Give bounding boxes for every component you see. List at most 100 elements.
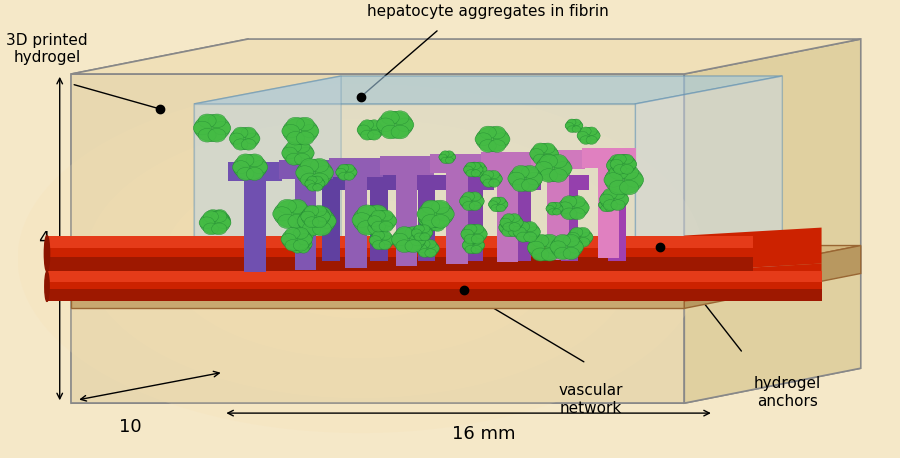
Ellipse shape: [285, 228, 300, 239]
Ellipse shape: [213, 210, 227, 220]
Ellipse shape: [368, 130, 381, 140]
Ellipse shape: [300, 227, 310, 235]
Ellipse shape: [301, 158, 319, 172]
Ellipse shape: [336, 168, 346, 176]
Ellipse shape: [377, 112, 413, 138]
Polygon shape: [295, 179, 317, 270]
Ellipse shape: [432, 214, 449, 228]
Ellipse shape: [463, 237, 484, 253]
Ellipse shape: [216, 217, 231, 229]
Ellipse shape: [607, 155, 635, 176]
Polygon shape: [370, 190, 388, 262]
Ellipse shape: [483, 179, 494, 187]
Ellipse shape: [446, 157, 454, 164]
Polygon shape: [245, 181, 266, 272]
Ellipse shape: [619, 180, 639, 195]
Ellipse shape: [609, 180, 628, 195]
Ellipse shape: [344, 172, 355, 180]
Ellipse shape: [237, 154, 254, 167]
Ellipse shape: [541, 154, 555, 165]
Ellipse shape: [293, 235, 304, 244]
Ellipse shape: [534, 154, 547, 165]
Ellipse shape: [622, 160, 635, 171]
Ellipse shape: [304, 206, 319, 216]
Ellipse shape: [312, 222, 331, 236]
Ellipse shape: [611, 155, 636, 174]
Polygon shape: [598, 174, 636, 190]
Ellipse shape: [489, 140, 506, 153]
Ellipse shape: [502, 228, 514, 237]
Ellipse shape: [281, 234, 296, 245]
Ellipse shape: [590, 131, 600, 140]
Polygon shape: [598, 168, 619, 258]
Ellipse shape: [208, 114, 226, 128]
Ellipse shape: [554, 162, 572, 175]
Ellipse shape: [45, 272, 50, 301]
Ellipse shape: [483, 170, 494, 179]
Ellipse shape: [439, 154, 447, 160]
Ellipse shape: [432, 200, 449, 214]
Ellipse shape: [606, 198, 614, 205]
Ellipse shape: [436, 207, 454, 221]
Ellipse shape: [568, 228, 592, 246]
Ellipse shape: [567, 119, 576, 125]
Ellipse shape: [430, 208, 445, 220]
Ellipse shape: [586, 136, 598, 144]
Ellipse shape: [353, 206, 392, 234]
Ellipse shape: [310, 158, 328, 172]
Polygon shape: [550, 174, 589, 190]
Polygon shape: [71, 39, 860, 74]
Ellipse shape: [300, 235, 310, 244]
Polygon shape: [430, 154, 484, 173]
Ellipse shape: [617, 166, 632, 177]
Ellipse shape: [500, 214, 523, 231]
Ellipse shape: [18, 84, 704, 433]
Ellipse shape: [286, 153, 302, 165]
Ellipse shape: [202, 210, 230, 230]
Ellipse shape: [237, 168, 254, 180]
Ellipse shape: [508, 228, 520, 237]
Ellipse shape: [374, 213, 392, 228]
Ellipse shape: [297, 234, 312, 245]
Polygon shape: [71, 245, 860, 280]
Ellipse shape: [288, 214, 307, 229]
Ellipse shape: [467, 166, 477, 173]
Ellipse shape: [298, 207, 336, 235]
Ellipse shape: [422, 229, 433, 237]
Ellipse shape: [418, 249, 430, 257]
Ellipse shape: [422, 200, 440, 214]
Ellipse shape: [382, 111, 400, 125]
Ellipse shape: [293, 207, 311, 221]
Ellipse shape: [499, 201, 508, 208]
Polygon shape: [71, 74, 684, 403]
Polygon shape: [279, 160, 333, 179]
Ellipse shape: [283, 118, 318, 144]
Ellipse shape: [600, 205, 609, 212]
Ellipse shape: [396, 118, 414, 132]
Ellipse shape: [441, 151, 449, 157]
Ellipse shape: [298, 204, 307, 211]
Ellipse shape: [282, 147, 297, 159]
Ellipse shape: [475, 170, 484, 177]
Ellipse shape: [493, 133, 510, 146]
Ellipse shape: [294, 153, 310, 165]
Ellipse shape: [416, 244, 427, 253]
Ellipse shape: [567, 233, 580, 242]
Text: hydrogel
anchors: hydrogel anchors: [753, 376, 821, 409]
Ellipse shape: [536, 155, 572, 181]
Ellipse shape: [369, 236, 382, 245]
Ellipse shape: [336, 164, 356, 180]
Ellipse shape: [293, 240, 309, 251]
Ellipse shape: [578, 127, 599, 144]
Ellipse shape: [299, 147, 314, 159]
Ellipse shape: [625, 173, 643, 187]
Polygon shape: [47, 235, 753, 272]
Ellipse shape: [473, 166, 483, 173]
Ellipse shape: [527, 227, 541, 237]
Ellipse shape: [557, 202, 572, 213]
Ellipse shape: [611, 200, 625, 211]
Ellipse shape: [206, 210, 220, 220]
Ellipse shape: [572, 126, 580, 132]
Ellipse shape: [346, 168, 357, 176]
Ellipse shape: [529, 148, 544, 159]
